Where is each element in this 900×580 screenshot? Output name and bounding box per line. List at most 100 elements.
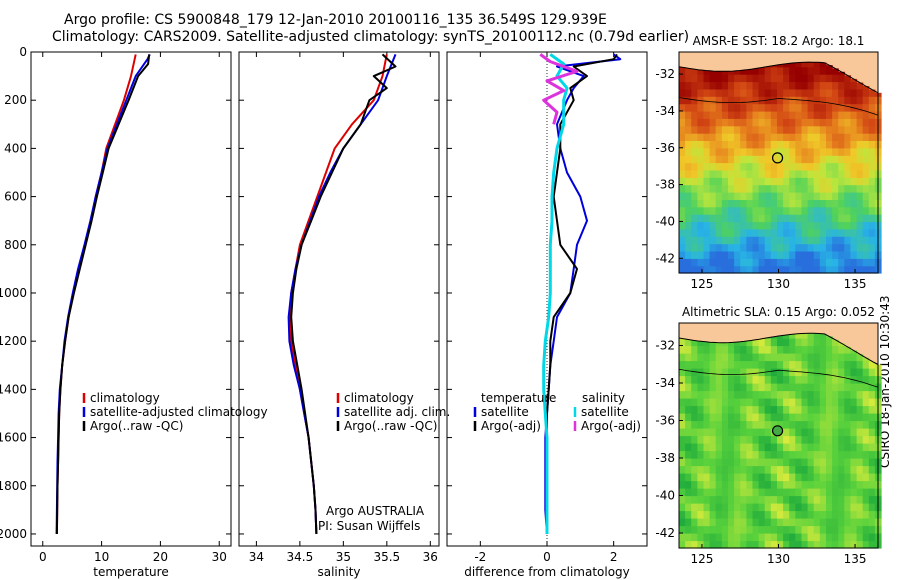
sla-map-cell [795, 420, 802, 429]
sla-map-cell [832, 450, 839, 459]
sla-map-cell [838, 360, 845, 369]
sst-map-cell [868, 133, 876, 141]
sla-map-cell [838, 413, 845, 422]
sla-map-cell [697, 398, 705, 407]
sla-map-cell [838, 510, 845, 519]
sst-map-cell [813, 177, 821, 186]
sst-map-cell [770, 96, 778, 105]
sst-map-cell [764, 103, 772, 112]
sla-map-cell [691, 510, 698, 519]
sla-map-cell [856, 540, 864, 549]
sla-map-cell [795, 510, 802, 519]
sst-map-cell [826, 133, 833, 141]
sst-map-cell [746, 177, 754, 186]
sla-map-cell [709, 345, 717, 354]
series-line-argo-raw-qc- [55, 54, 151, 535]
sla-map-cell [728, 495, 735, 504]
sla-map-cell [807, 525, 815, 534]
sst-map-cell [832, 192, 839, 200]
sst-map-cell [715, 155, 723, 164]
sla-map-cell [758, 375, 766, 384]
sla-map-cell [856, 443, 864, 452]
sst-map-cell [770, 162, 778, 171]
sst-map-cell [783, 169, 790, 178]
sst-map-cell [715, 162, 723, 171]
sla-map-cell [801, 345, 809, 354]
sst-map-cell [783, 250, 790, 259]
sla-map-cell [715, 435, 723, 444]
sla-map-cell [801, 405, 809, 414]
sla-map-cell [838, 368, 845, 377]
sla-map-cell [789, 510, 796, 519]
sst-map-cell [709, 103, 717, 112]
sst-map-cell [703, 155, 711, 164]
sla-map-cell [685, 420, 692, 429]
sst-map-cell [801, 258, 809, 267]
sla-map-cell [819, 428, 827, 437]
series-line-salinity-argo-adj- [539, 53, 579, 125]
sla-map-cell [691, 480, 698, 489]
sla-map-cell [758, 465, 766, 474]
x-tick-label: 35 [336, 550, 351, 564]
sst-map-cell [728, 71, 735, 75]
sla-map-cell [740, 488, 747, 497]
sst-map-cell [844, 199, 851, 208]
sst-map-cell [856, 243, 864, 252]
sst-map-cell [734, 140, 741, 149]
sst-map-cell [826, 236, 833, 245]
sst-map-cell [850, 110, 858, 119]
sla-map-cell [703, 488, 711, 497]
sst-map-cell [832, 140, 839, 149]
sla-map-cell [715, 368, 723, 377]
sla-map-cell [813, 495, 821, 504]
sst-map-cell [826, 74, 833, 83]
sla-map-cell [758, 428, 766, 437]
sst-map-cell [838, 243, 845, 252]
sla-map-cell [832, 465, 839, 474]
sst-map-cell [783, 74, 790, 83]
sla-map-cell [832, 413, 839, 422]
sst-map-cell [758, 74, 766, 83]
sst-map-cell [795, 228, 802, 237]
sst-map-cell [795, 140, 802, 149]
sla-map-cell [783, 533, 790, 542]
sst-map-cell [844, 258, 851, 267]
sst-map-cell [734, 110, 741, 119]
sst-map-cell [844, 155, 851, 164]
sst-map-cell [685, 88, 692, 97]
sla-map-cell [783, 473, 790, 482]
sst-map-cell [752, 96, 760, 105]
sla-map-cell [746, 480, 754, 489]
sla-map-cell [758, 480, 766, 489]
sst-map-cell [715, 133, 723, 141]
sst-map-cell [850, 118, 858, 127]
sla-map-cell [801, 443, 809, 452]
sla-map-cell [697, 533, 705, 542]
sst-map-cell [734, 125, 741, 134]
sla-map-cell [715, 533, 723, 542]
sst-map-cell [740, 214, 747, 223]
sst-map-cell [697, 206, 705, 215]
sla-map-cell [868, 413, 876, 422]
sla-map-cell [734, 533, 741, 542]
sst-map-cell [752, 221, 760, 230]
legend-temp-satellite: satellite [481, 405, 529, 419]
sst-map-cell [685, 81, 692, 90]
sst-map-cell [721, 81, 729, 90]
sst-map-cell [770, 177, 778, 186]
sst-map-cell [697, 265, 705, 274]
sst-map-cell [813, 140, 821, 149]
sla-map-cell [715, 420, 723, 429]
sst-map-cell [826, 221, 833, 230]
sst-map-cell [838, 118, 845, 127]
sla-map-cell [685, 383, 692, 392]
sla-map-cell [703, 473, 711, 482]
sla-map-cell [715, 465, 723, 474]
map-y-tick-label: -42 [655, 526, 675, 540]
sla-map-cell [740, 495, 747, 504]
map-y-tick-label: -34 [655, 376, 675, 390]
sst-map-cell [758, 96, 766, 105]
sla-map-cell [795, 540, 802, 549]
sst-map-cell [819, 250, 827, 259]
sla-map-cell [697, 458, 705, 467]
